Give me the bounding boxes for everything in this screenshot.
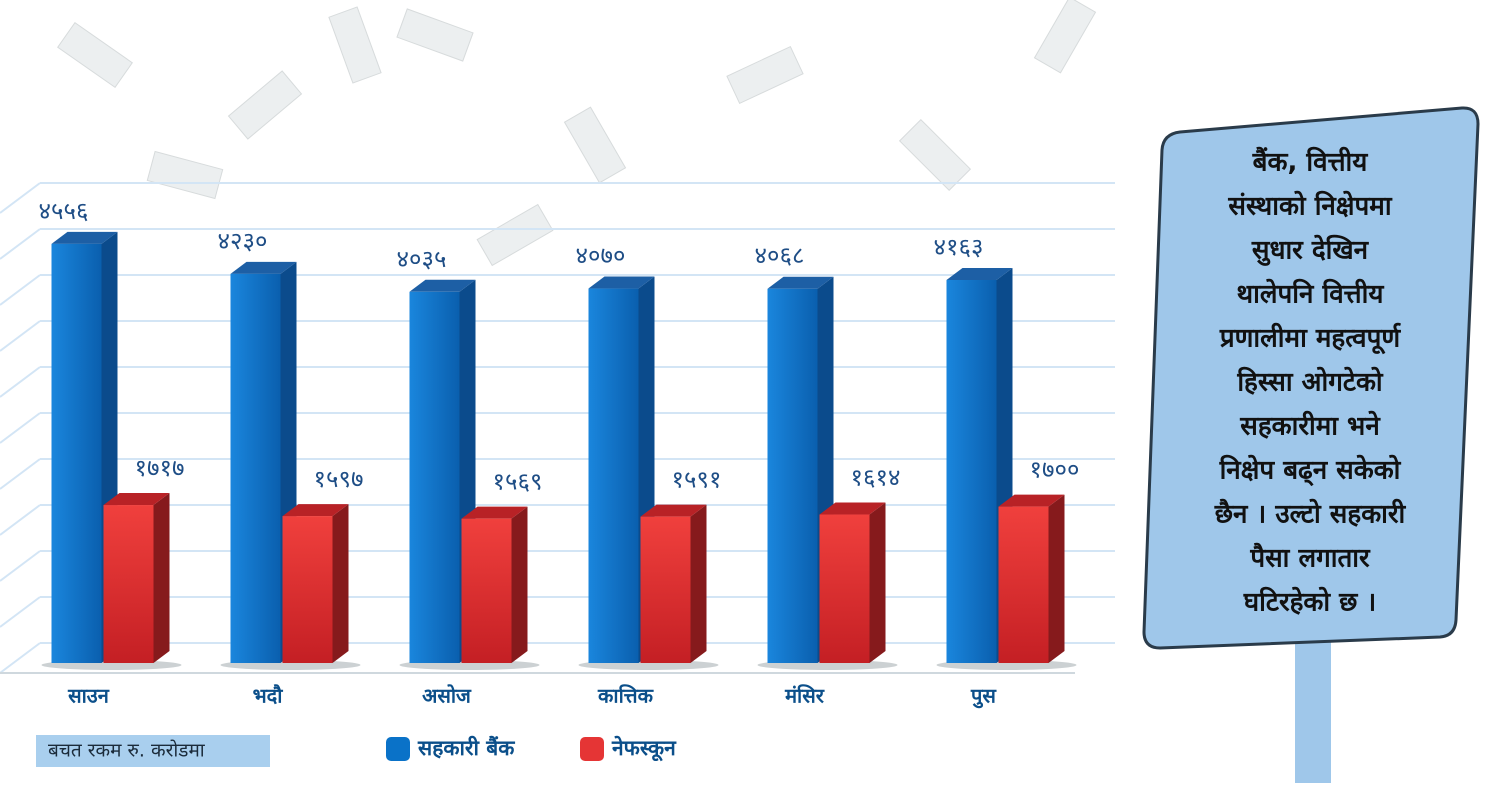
- bar-side: [869, 502, 886, 663]
- grid-line-side: [0, 550, 41, 582]
- x-tick-label: भदौ: [253, 684, 284, 708]
- bar-top: [230, 261, 297, 274]
- callout-line: निक्षेप बढ्न सकेको: [1219, 455, 1402, 487]
- value-label: १६१४: [851, 464, 901, 492]
- bar-top: [588, 276, 655, 289]
- callout: [1142, 106, 1480, 783]
- value-label: ४०६८: [755, 242, 805, 270]
- bar: [409, 291, 460, 663]
- grid-line-side: [0, 596, 41, 628]
- value-label: १७१७: [135, 454, 185, 482]
- callout-line: घटिरहेको छ ।: [1243, 587, 1377, 618]
- callout-line: छैन । उल्टो सहकारी: [1214, 499, 1407, 530]
- bar-top: [409, 279, 476, 292]
- bar-top: [282, 504, 349, 517]
- callout-line: प्रणालीमा महत्वपूर्ण: [1219, 323, 1401, 355]
- bar: [588, 288, 639, 663]
- value-label: ४२३०: [218, 227, 268, 255]
- grid-line-side: [0, 228, 41, 260]
- callout-line: थालेपनि वित्तीय: [1237, 279, 1385, 310]
- callout-box: [1142, 106, 1480, 650]
- legend-label: नेफस्कून: [611, 735, 677, 762]
- bar: [767, 288, 818, 663]
- value-label: ४५५६: [39, 197, 89, 225]
- bar: [230, 273, 281, 663]
- bar: [461, 518, 512, 663]
- bars: [41, 231, 1077, 670]
- bar-top: [767, 276, 834, 289]
- grid-line-side: [0, 504, 41, 536]
- grid-line-side: [0, 412, 41, 444]
- bar: [103, 505, 154, 663]
- grid: [0, 182, 1115, 674]
- post: [1295, 640, 1331, 783]
- callout-line: पैसा लगातार: [1249, 543, 1371, 574]
- legend-swatch: [580, 737, 604, 761]
- legend-label: सहकारी बैंक: [417, 735, 515, 760]
- bar-side: [332, 504, 349, 663]
- x-tick-label: पुस: [970, 684, 997, 709]
- bar-side: [153, 493, 170, 663]
- grid-line-side: [0, 320, 41, 352]
- x-tick-label: कात्तिक: [597, 684, 655, 708]
- callout-line: हिस्सा ओगटेको: [1236, 367, 1384, 398]
- note: बचत रकम रु. करोडमा: [48, 739, 206, 762]
- value-label: ४०७०: [576, 242, 626, 270]
- bar-side: [690, 504, 707, 663]
- background-notes: [57, 0, 1097, 267]
- bar: [998, 506, 1049, 663]
- x-tick-label: असोज: [422, 684, 472, 708]
- bar-top: [51, 231, 118, 244]
- value-label: १७००: [1030, 456, 1080, 484]
- bar: [282, 516, 333, 663]
- callout-line: सुधार देखिन: [1251, 235, 1370, 267]
- value-label: ४०३५: [397, 245, 447, 273]
- bar: [640, 516, 691, 663]
- bar-top: [946, 268, 1013, 281]
- bar: [51, 243, 102, 663]
- grid-line-side: [0, 274, 41, 306]
- bar-side: [1048, 494, 1065, 663]
- bar-top: [998, 494, 1065, 507]
- value-label: १५९७: [314, 465, 364, 493]
- bar: [946, 280, 997, 663]
- value-label: १५६९: [493, 468, 543, 496]
- note-box: [36, 735, 270, 767]
- callout-line: संस्थाको निक्षेपमा: [1227, 191, 1392, 222]
- bar-top: [103, 493, 170, 506]
- legend-swatch: [386, 737, 410, 761]
- callout-line: सहकारीमा भने: [1239, 411, 1381, 442]
- x-tick-label: मंसिर: [784, 684, 825, 708]
- bar: [819, 514, 870, 663]
- bar-top: [819, 502, 886, 515]
- bar-side: [511, 506, 528, 663]
- x-tick-label: साउन: [67, 684, 110, 708]
- bar-top: [461, 506, 528, 519]
- value-label: १५९१: [672, 466, 722, 494]
- value-label: ४१६३: [934, 233, 984, 261]
- grid-line-side: [0, 642, 41, 674]
- bar-top: [640, 504, 707, 517]
- callout-line: बैंक, वित्तीय: [1252, 147, 1369, 178]
- grid-line-side: [0, 182, 41, 214]
- grid-line-side: [0, 366, 41, 398]
- grid-line-side: [0, 458, 41, 490]
